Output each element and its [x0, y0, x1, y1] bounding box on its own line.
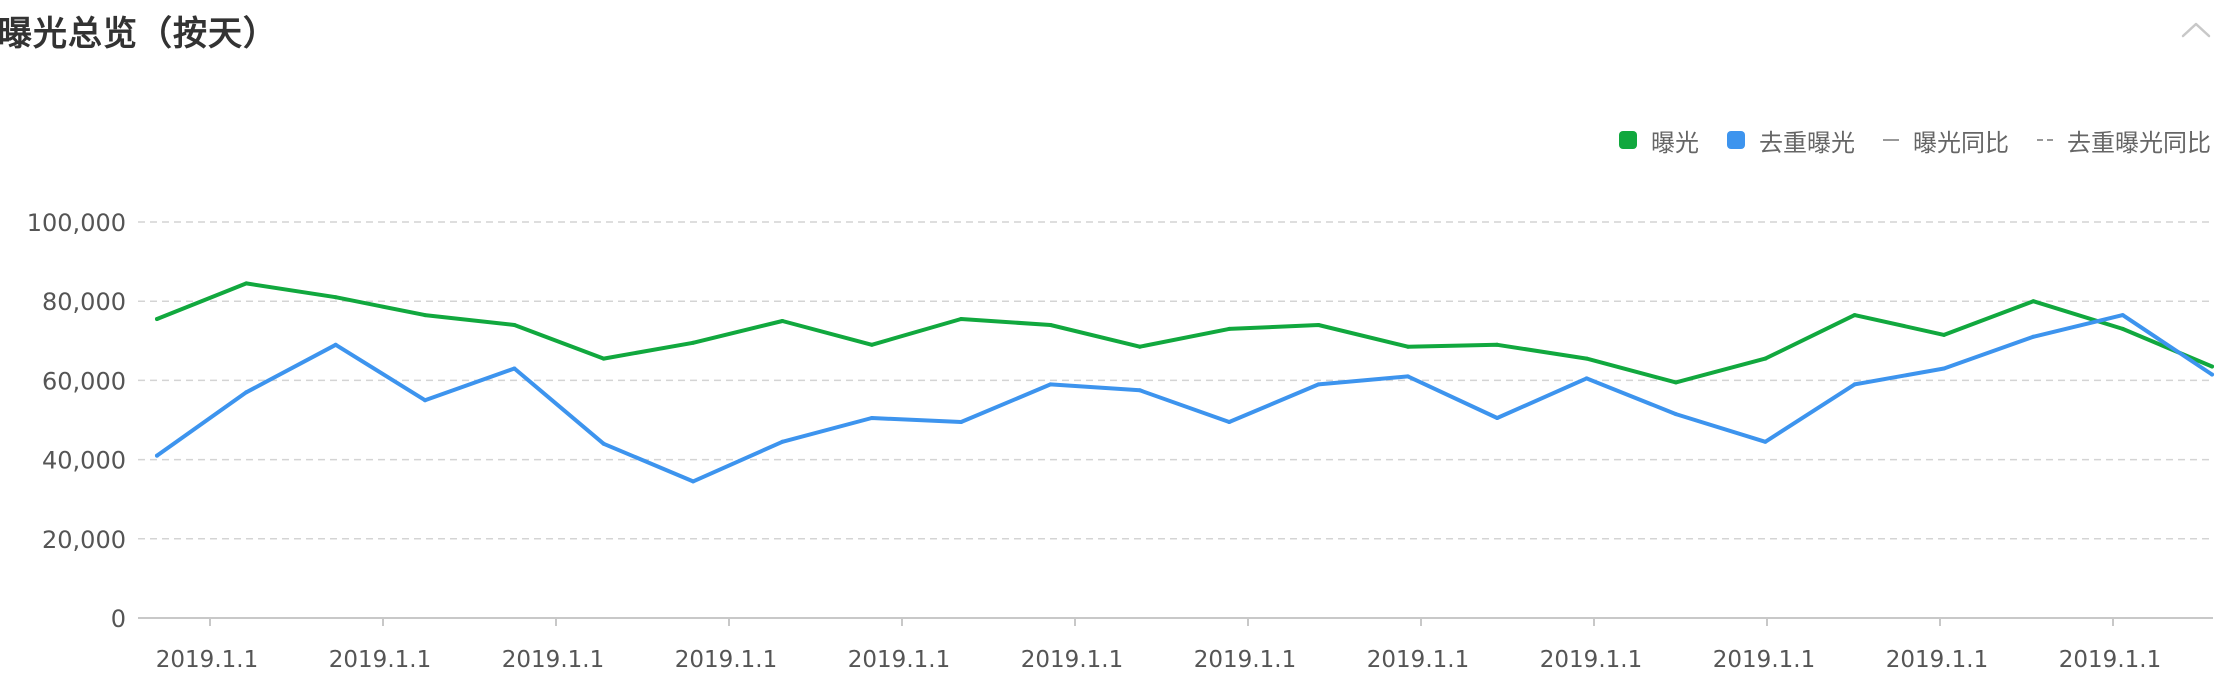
collapse-icon[interactable]: [2176, 12, 2216, 48]
data-point: [2031, 299, 2036, 304]
data-point: [601, 441, 606, 446]
data-point: [1673, 380, 1678, 385]
data-point: [1584, 376, 1589, 381]
data-point: [691, 340, 696, 345]
data-point: [780, 439, 785, 444]
data-point: [1763, 439, 1768, 444]
data-point: [2210, 364, 2214, 369]
data-point: [1942, 366, 1946, 371]
data-point: [1227, 326, 1232, 331]
x-tick-label: 2019.1.1: [1886, 647, 1988, 673]
data-point: [2120, 313, 2125, 318]
data-point: [2120, 326, 2125, 331]
y-tick-label: 80,000: [42, 288, 126, 316]
y-tick-label: 100,000: [27, 209, 126, 237]
legend-item-exposure[interactable]: 曝光: [1619, 123, 1699, 158]
data-point: [1495, 342, 1500, 347]
data-point: [1137, 344, 1142, 349]
legend-swatch-exposure: [1619, 131, 1637, 149]
data-point: [1763, 356, 1768, 361]
series-line-dedup-exposure: [155, 313, 2214, 484]
data-point: [691, 479, 696, 484]
data-point: [780, 319, 785, 323]
legend-line-exposure-yoy: [1883, 139, 1899, 141]
data-point: [2031, 334, 2036, 339]
data-point: [601, 356, 606, 361]
data-point: [244, 390, 249, 395]
data-point: [1048, 382, 1053, 387]
chart-legend: 曝光 去重曝光 曝光同比 去重曝光同比: [1619, 122, 2211, 158]
y-tick-label: 20,000: [42, 526, 126, 554]
data-point: [423, 398, 427, 403]
data-point: [869, 416, 874, 420]
legend-label-dedup-exposure: 去重曝光: [1759, 128, 1855, 157]
series-line-exposure: [155, 281, 2214, 385]
legend-line-dedup-exposure-yoy: [2037, 139, 2053, 141]
data-point: [423, 313, 427, 318]
legend-label-exposure: 曝光: [1651, 128, 1699, 157]
chevron-up-icon: [2181, 22, 2211, 38]
data-point: [1048, 323, 1053, 327]
legend-item-dedup-exposure[interactable]: 去重曝光: [1727, 123, 1855, 158]
legend-item-exposure-yoy[interactable]: 曝光同比: [1883, 123, 2009, 158]
x-tick-label: 2019.1.1: [1367, 647, 1469, 673]
legend-label-exposure-yoy: 曝光同比: [1913, 128, 2009, 157]
y-tick-label: 40,000: [42, 447, 126, 475]
data-point: [2210, 372, 2214, 377]
x-tick-label: 2019.1.1: [329, 647, 431, 673]
x-tick-label: 2019.1.1: [156, 647, 258, 673]
data-point: [959, 420, 964, 424]
y-tick-label: 0: [111, 605, 126, 633]
data-point: [869, 342, 874, 347]
data-point: [1137, 388, 1142, 393]
x-tick-label: 2019.1.1: [1540, 647, 1642, 673]
data-point: [959, 317, 964, 321]
legend-item-dedup-exposure-yoy[interactable]: 去重曝光同比: [2037, 123, 2211, 158]
x-tick-label: 2019.1.1: [1021, 647, 1123, 673]
data-point: [1942, 332, 1946, 337]
chart-title: 曝光总览（按天）: [0, 14, 278, 54]
x-tick-label: 2019.1.1: [675, 647, 777, 673]
data-point: [1852, 313, 1857, 318]
x-tick-label: 2019.1.1: [502, 647, 604, 673]
data-point: [1316, 382, 1321, 387]
data-point: [1405, 374, 1410, 379]
data-point: [244, 281, 249, 286]
y-tick-label: 60,000: [42, 367, 126, 395]
x-tick-label: 2019.1.1: [1194, 647, 1296, 673]
x-tick-label: 2019.1.1: [2059, 647, 2161, 673]
data-point: [155, 317, 159, 321]
data-point: [333, 295, 338, 300]
x-tick-label: 2019.1.1: [848, 647, 950, 673]
x-tick-label: 2019.1.1: [1713, 647, 1815, 673]
legend-label-dedup-exposure-yoy: 去重曝光同比: [2067, 128, 2211, 157]
data-point: [1584, 356, 1589, 361]
data-point: [1405, 344, 1410, 349]
data-point: [1495, 416, 1500, 420]
data-point: [155, 453, 159, 458]
data-point: [1227, 420, 1232, 424]
legend-swatch-dedup-exposure: [1727, 131, 1745, 149]
data-point: [1852, 382, 1857, 387]
data-point: [333, 342, 338, 347]
chart-header: 曝光总览（按天）: [0, 0, 2225, 60]
data-point: [1673, 412, 1678, 417]
data-point: [512, 323, 517, 327]
data-point: [512, 366, 517, 371]
data-point: [1316, 323, 1321, 327]
